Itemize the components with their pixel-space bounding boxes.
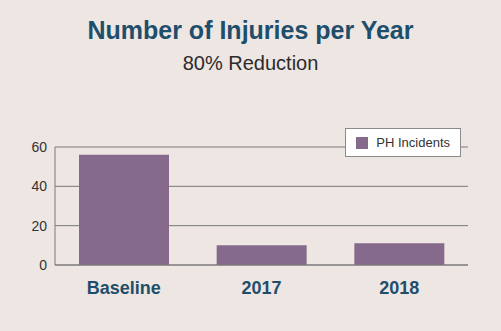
svg-text:2018: 2018 (379, 278, 419, 298)
svg-text:40: 40 (31, 178, 47, 194)
svg-text:0: 0 (39, 257, 47, 273)
html-text:80% Reduction: 80% Reduction (182, 52, 319, 74)
svg-text:60: 60 (31, 139, 47, 155)
svg-text:Baseline: Baseline (87, 278, 161, 298)
svg-text:20: 20 (31, 218, 47, 234)
html-text:PH Incidents: PH Incidents (376, 135, 450, 150)
html-text:Number of Injuries per Year: Number of Injuries per Year (87, 16, 414, 44)
svg-text:2017: 2017 (241, 278, 281, 298)
